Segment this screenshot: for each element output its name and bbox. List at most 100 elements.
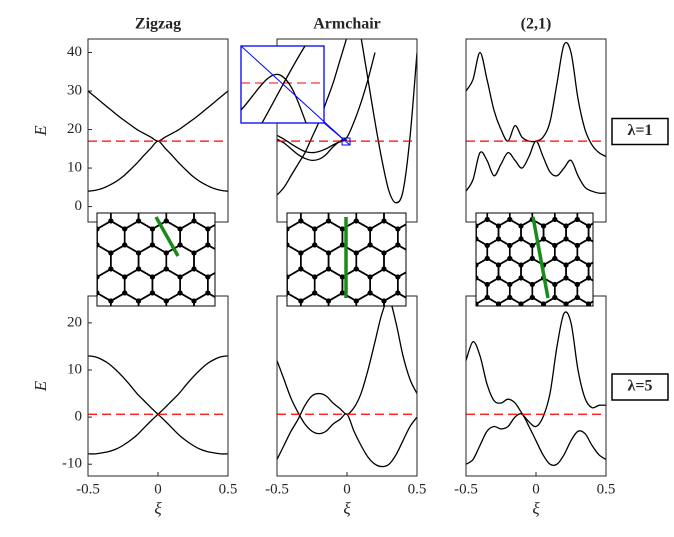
- atom: [451, 339, 456, 344]
- hexagon: [634, 220, 657, 246]
- atom: [261, 227, 266, 232]
- atom: [654, 185, 659, 190]
- atom: [257, 387, 262, 392]
- atom: [620, 243, 625, 248]
- atom: [437, 299, 442, 304]
- atom: [97, 226, 100, 232]
- atom: [654, 198, 659, 203]
- atom: [620, 217, 625, 222]
- atom: [451, 302, 456, 307]
- atom: [67, 339, 72, 344]
- atom: [620, 282, 625, 287]
- panel-title: Zigzag: [135, 16, 181, 33]
- atom: [247, 299, 252, 304]
- atom: [243, 315, 248, 320]
- atom: [552, 282, 558, 287]
- atom: [233, 339, 238, 344]
- atom: [81, 267, 86, 272]
- atom: [423, 195, 428, 200]
- atom: [597, 256, 602, 261]
- y-tick-label: 0: [75, 198, 83, 214]
- atom: [437, 171, 442, 176]
- atom: [437, 363, 442, 368]
- atom: [451, 323, 456, 328]
- atom: [484, 217, 490, 222]
- atom: [620, 204, 625, 209]
- atom: [395, 242, 401, 248]
- atom: [219, 251, 224, 256]
- atom: [247, 363, 252, 368]
- atom: [642, 321, 647, 326]
- atom: [409, 251, 414, 256]
- atom: [597, 282, 602, 287]
- atom: [631, 185, 636, 190]
- atom: [423, 195, 428, 200]
- hexagon: [439, 341, 467, 373]
- atom: [108, 266, 114, 272]
- atom: [620, 334, 625, 339]
- atom: [261, 243, 266, 248]
- atom: [271, 347, 276, 352]
- atom: [257, 195, 262, 200]
- atom: [631, 341, 636, 346]
- y-tick-label: 30: [67, 82, 82, 98]
- atom: [257, 275, 262, 280]
- atom: [631, 276, 636, 281]
- hexagon: [439, 245, 467, 277]
- atom: [233, 371, 238, 376]
- atom: [247, 219, 252, 224]
- atom: [437, 219, 442, 224]
- hexagon: [426, 365, 454, 397]
- atom: [339, 290, 345, 296]
- hexagon: [611, 298, 634, 324]
- atom: [423, 195, 428, 200]
- atom: [423, 227, 428, 232]
- atom: [423, 179, 428, 184]
- atom: [620, 217, 625, 222]
- x-tick-label: 0: [343, 481, 351, 497]
- panel: -10 0 10 20 -0.5 0 0.5 Eξ: [31, 295, 237, 518]
- atom: [67, 339, 72, 344]
- atom: [271, 363, 276, 368]
- lattice: [67, 195, 266, 376]
- atom: [574, 243, 580, 248]
- atom: [233, 291, 238, 296]
- atom: [247, 203, 252, 208]
- atom: [437, 251, 442, 256]
- hexagon: [245, 197, 273, 229]
- atom: [642, 282, 647, 287]
- atom: [136, 298, 142, 304]
- atom: [233, 291, 238, 296]
- atom: [149, 290, 155, 296]
- hexagon: [245, 245, 273, 277]
- atom: [271, 219, 276, 224]
- atom: [451, 276, 456, 281]
- atom: [631, 354, 636, 359]
- atom: [298, 298, 304, 304]
- atom: [261, 323, 266, 328]
- atom: [233, 195, 238, 200]
- atom: [423, 371, 428, 376]
- atom: [631, 276, 636, 281]
- plot: [466, 41, 606, 194]
- atom: [451, 291, 456, 296]
- atom: [271, 219, 276, 224]
- atom: [609, 224, 614, 229]
- atom: [654, 263, 659, 268]
- atom: [257, 291, 262, 296]
- atom: [423, 323, 428, 328]
- hexagon: [611, 259, 634, 285]
- zoom-curve: [261, 45, 306, 124]
- atom: [261, 323, 266, 328]
- atom: [642, 360, 647, 365]
- atom: [642, 256, 647, 261]
- atom: [620, 178, 625, 183]
- atom: [191, 250, 197, 256]
- atom: [642, 321, 647, 326]
- atom: [437, 267, 442, 272]
- atom: [541, 301, 547, 306]
- atom: [462, 243, 467, 248]
- atom: [631, 341, 636, 346]
- atom: [261, 243, 266, 248]
- plot: [88, 355, 228, 455]
